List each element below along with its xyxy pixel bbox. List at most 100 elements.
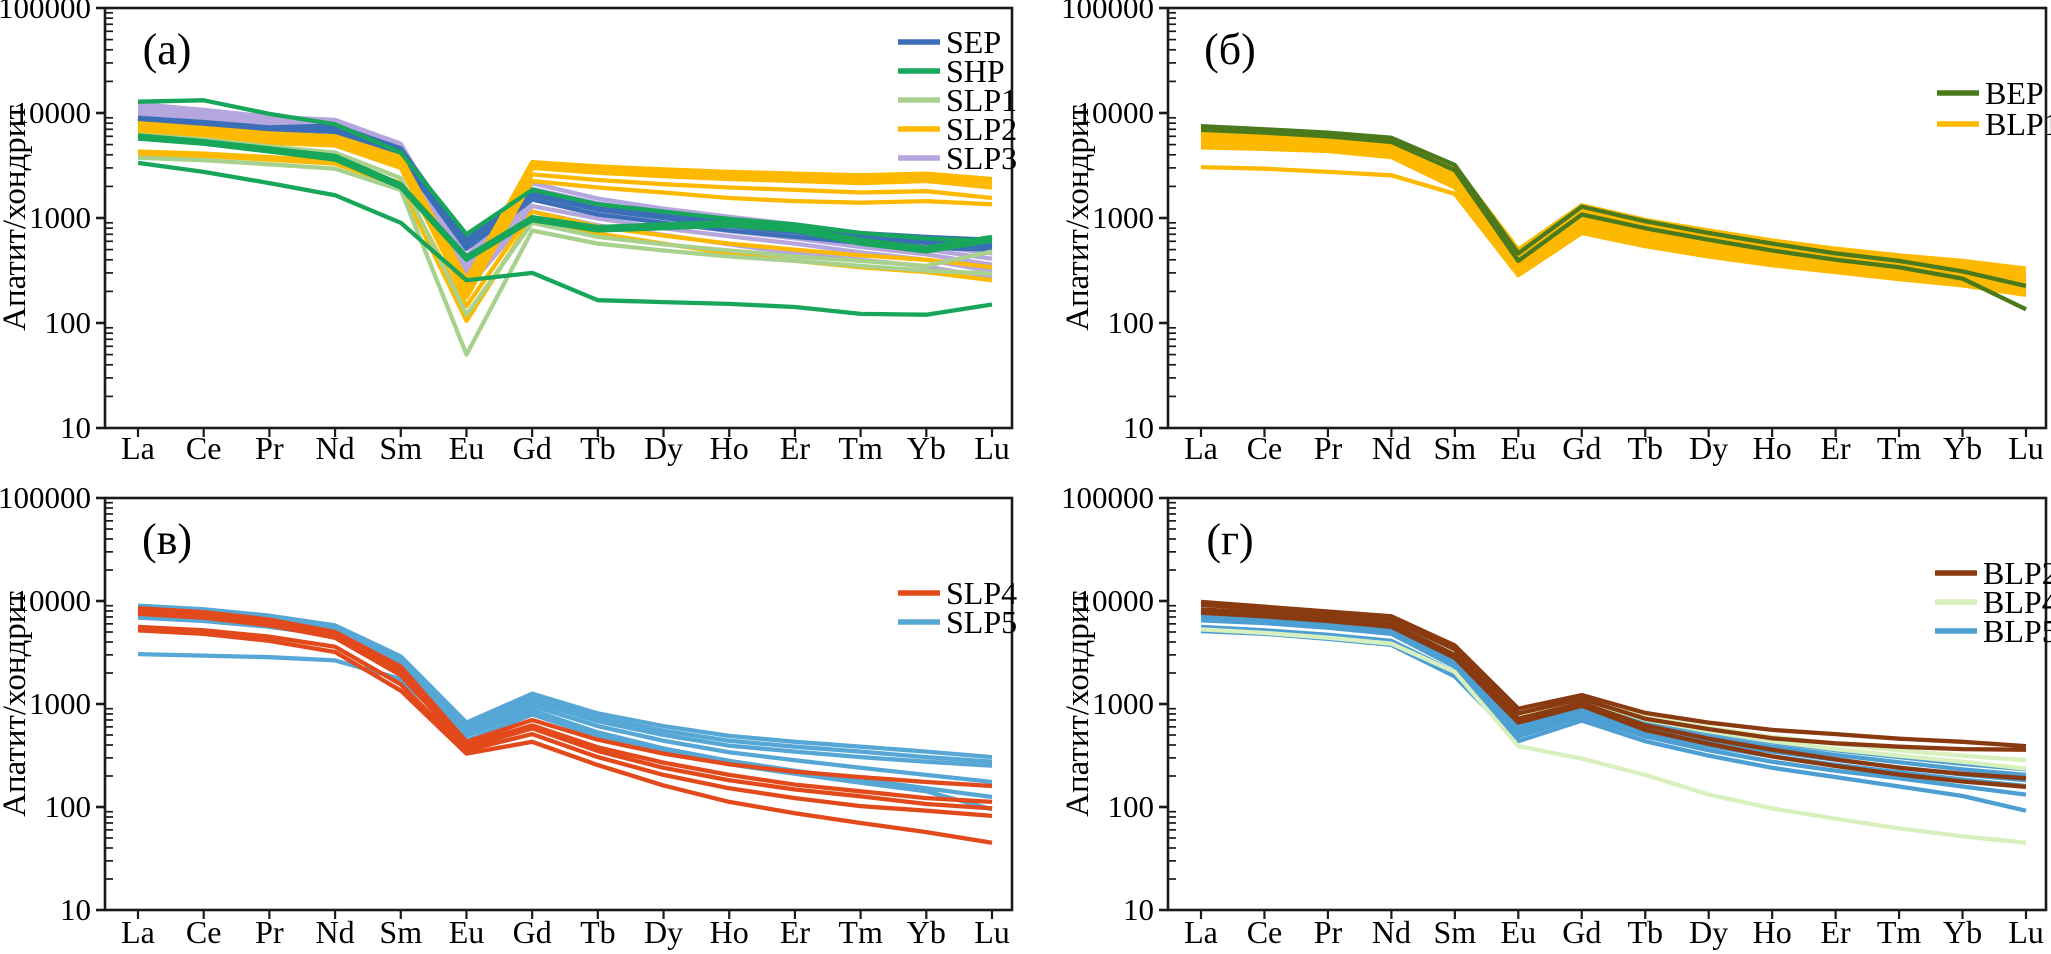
legend-label-SLP1: SLP1 bbox=[946, 82, 1017, 118]
panel-letter: (б) bbox=[1204, 25, 1256, 74]
y-axis-title: Апатит/хондрит bbox=[0, 105, 33, 331]
x-tick-label: Er bbox=[780, 914, 811, 950]
x-tick-label: Ce bbox=[186, 430, 222, 466]
x-tick-label: La bbox=[1184, 430, 1218, 466]
series-line-BLP2 bbox=[1200, 599, 2027, 749]
x-axis: La Ce Pr Nd Sm Eu Gd Tb Dy Ho Er Tm Yb Lu bbox=[1184, 428, 2044, 466]
x-tick-label: Dy bbox=[644, 914, 683, 950]
y-tick-label: 100000 bbox=[1061, 480, 1154, 515]
x-tick-label: Lu bbox=[974, 914, 1010, 950]
y-axis bbox=[96, 6, 113, 430]
series-line-SLP4 bbox=[137, 628, 993, 845]
x-tick-label: Yb bbox=[1943, 430, 1982, 466]
panel-svg-1: 100000 10000 1000 100 10 Апатит/хондрит La Ce Pr… bbox=[1060, 0, 2051, 466]
y-tick-label: 10 bbox=[1123, 892, 1154, 927]
series-BEP bbox=[1200, 123, 2027, 312]
x-tick-label: Tm bbox=[838, 914, 883, 950]
y-tick-label: 100 bbox=[1108, 789, 1155, 824]
legend-label-SLP3: SLP3 bbox=[946, 140, 1017, 176]
panel-letter: (в) bbox=[142, 515, 192, 564]
legend-label-SHP: SHP bbox=[946, 53, 1005, 89]
y-tick-label: 10 bbox=[60, 892, 91, 927]
series-SHP bbox=[137, 98, 993, 317]
x-axis: La Ce Pr Nd Sm Eu Gd Tb Dy Ho Er Tm Yb Lu bbox=[121, 910, 1010, 950]
y-tick-label: 100000 bbox=[0, 480, 91, 515]
x-tick-label: Sm bbox=[379, 914, 422, 950]
y-tick-label: 100 bbox=[45, 789, 92, 824]
series-line-BEP bbox=[1200, 123, 2027, 289]
x-axis: La Ce Pr Nd Sm Eu Gd Tb Dy Ho Er Tm Yb Lu bbox=[1184, 910, 2044, 950]
series-line-SLP4 bbox=[137, 606, 993, 789]
x-tick-label: Eu bbox=[1501, 914, 1537, 950]
x-tick-label: Dy bbox=[1689, 430, 1728, 466]
panel-svg-3: 100000 10000 1000 100 10 Апатит/хондрит La Ce Pr… bbox=[1060, 480, 2051, 950]
series-line-SHP bbox=[137, 98, 993, 244]
x-tick-label: Gd bbox=[1562, 914, 1601, 950]
legend-label-BEP: BEP bbox=[1985, 75, 2044, 111]
y-tick-label: 10000 bbox=[1077, 583, 1155, 618]
x-tick-label: Tb bbox=[1627, 430, 1663, 466]
y-tick-label: 100000 bbox=[0, 0, 91, 25]
x-tick-label: Nd bbox=[316, 430, 355, 466]
x-tick-label: Tm bbox=[1877, 430, 1922, 466]
series-line-SLP4 bbox=[137, 611, 993, 811]
x-tick-label: Nd bbox=[1372, 914, 1411, 950]
series-line-SLP1 bbox=[137, 155, 993, 357]
x-tick-label: Nd bbox=[316, 914, 355, 950]
series-line-BLP1 bbox=[1200, 145, 2027, 295]
panel-letter: (г) bbox=[1206, 515, 1253, 564]
x-tick-label: Ho bbox=[1753, 430, 1792, 466]
y-axis-title: Апатит/хондрит bbox=[1060, 105, 1096, 331]
x-tick-label: Ce bbox=[1247, 430, 1283, 466]
y-axis-title: Апатит/хондрит bbox=[0, 591, 33, 817]
series-line-BLP2 bbox=[1200, 607, 2027, 781]
series-line-BLP2 bbox=[1200, 602, 2027, 752]
series-line-BEP bbox=[1200, 127, 2027, 312]
x-tick-label: Lu bbox=[2008, 430, 2044, 466]
y-tick-label: 100000 bbox=[1061, 0, 1154, 25]
x-tick-label: Eu bbox=[1501, 430, 1537, 466]
series-line-SLP5 bbox=[137, 651, 993, 812]
y-tick-label: 10000 bbox=[1077, 95, 1155, 130]
series-line-SHP bbox=[137, 133, 993, 259]
y-axis bbox=[96, 496, 113, 912]
x-tick-label: Ho bbox=[710, 914, 749, 950]
legend-label-BLP4: BLP4 bbox=[1983, 584, 2051, 620]
series-line-SLP2 bbox=[137, 129, 993, 300]
series-line-SLP4 bbox=[137, 624, 993, 819]
y-tick-label: 100 bbox=[1108, 305, 1155, 340]
x-tick-label: Gd bbox=[513, 430, 552, 466]
x-tick-label: Tm bbox=[1877, 914, 1922, 950]
x-tick-label: La bbox=[121, 430, 155, 466]
x-tick-label: Er bbox=[1821, 430, 1852, 466]
y-axis bbox=[1159, 496, 1176, 912]
y-tick-label: 10000 bbox=[14, 95, 92, 130]
x-tick-label: La bbox=[1184, 914, 1218, 950]
x-tick-label: Er bbox=[1821, 914, 1852, 950]
series-group bbox=[1200, 123, 2027, 312]
x-tick-label: Gd bbox=[1562, 430, 1601, 466]
x-tick-label: Dy bbox=[644, 430, 683, 466]
x-tick-label: Yb bbox=[907, 914, 946, 950]
x-tick-label: La bbox=[121, 914, 155, 950]
series-line-BLP2 bbox=[1200, 610, 2027, 789]
legend-label-SLP5: SLP5 bbox=[946, 604, 1017, 640]
x-tick-label: Tb bbox=[1627, 914, 1663, 950]
x-tick-label: Tb bbox=[580, 914, 616, 950]
panel-g: 100000 10000 1000 100 10 Апатит/хондрит La Ce Pr… bbox=[1025, 477, 2051, 954]
y-axis bbox=[1159, 6, 1176, 430]
legend-label-SLP4: SLP4 bbox=[946, 575, 1017, 611]
x-tick-label: Sm bbox=[1434, 914, 1477, 950]
x-tick-label: Lu bbox=[974, 430, 1010, 466]
y-axis-title: Апатит/хондрит bbox=[1060, 591, 1096, 817]
series-line-SHP bbox=[137, 160, 993, 317]
series-line-SLP2 bbox=[137, 149, 993, 309]
x-tick-label: Yb bbox=[907, 430, 946, 466]
panel-a: 100000 10000 1000 100 10 Апатит/хондрит La Ce Pr… bbox=[0, 0, 1026, 477]
